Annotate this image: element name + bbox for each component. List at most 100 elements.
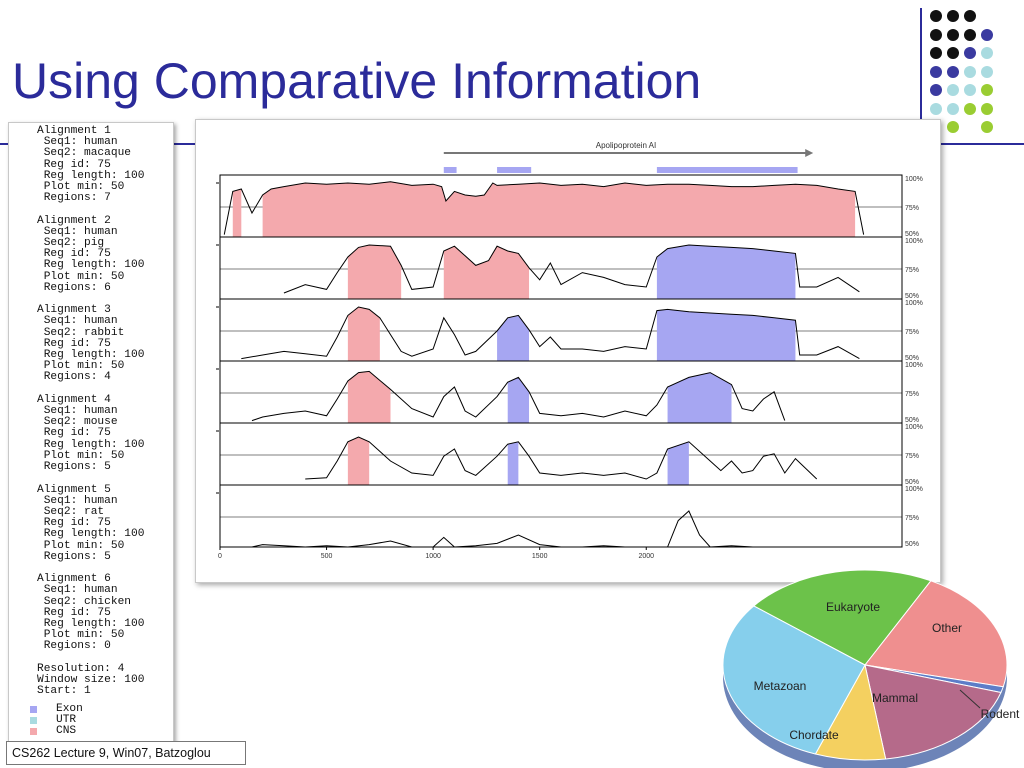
alignment-parameters-text: Alignment 1 Seq1: human Seq2: macaque Re…: [37, 125, 145, 698]
y-tick-label: 50%: [905, 541, 919, 548]
decorative-dot: [964, 65, 976, 78]
decorative-dot: [947, 102, 959, 115]
title-vertical-rule: [920, 8, 922, 120]
y-tick-label: 50%: [905, 479, 919, 486]
rodent-leader-line: [959, 689, 981, 709]
pie-slice: [864, 580, 1008, 688]
decorative-dot: [947, 28, 959, 41]
exon-marker: [497, 167, 532, 173]
y-tick-label: 50%: [905, 355, 919, 362]
pie-label: Mammal: [872, 691, 918, 705]
y-tick-label: 100%: [905, 424, 923, 431]
exon-conserved-region: [667, 441, 689, 485]
legend-item-cns: CNS: [28, 726, 168, 737]
pie-label: Eukaryote: [826, 600, 880, 614]
y-tick-label: 75%: [905, 515, 919, 522]
exon-conserved-region: [656, 245, 796, 299]
conservation-plot: Apolipoprotein AI100%75%50%100%75%50%100…: [216, 141, 923, 560]
y-tick-label: 100%: [905, 486, 923, 493]
y-tick-label: 100%: [905, 300, 923, 307]
decorative-dot: [947, 65, 959, 78]
decorative-dot: [930, 84, 942, 96]
exon-conserved-region: [667, 372, 732, 423]
decorative-dot: [964, 102, 976, 115]
decorative-dot: [930, 102, 942, 115]
cns-conserved-region: [262, 181, 856, 237]
decorative-dot-grid: [926, 8, 1022, 136]
conservation-line: [223, 181, 865, 235]
x-tick-label: 0: [218, 553, 222, 560]
y-tick-label: 50%: [905, 417, 919, 424]
conservation-line: [283, 244, 860, 294]
pie-label: Chordate: [789, 728, 839, 742]
y-tick-label: 100%: [905, 238, 923, 245]
decorative-dot: [981, 121, 993, 133]
y-tick-label: 75%: [905, 267, 919, 274]
decorative-dot: [981, 65, 993, 78]
y-tick-label: 75%: [905, 205, 919, 212]
pie-slice: [722, 605, 866, 755]
decorative-dot: [981, 102, 993, 115]
y-tick-label: 50%: [905, 231, 919, 238]
conservation-line: [251, 370, 786, 422]
decorative-dot: [964, 10, 976, 22]
decorative-dot: [947, 10, 959, 22]
exon-conserved-region: [507, 377, 530, 423]
decorative-dot: [981, 47, 993, 59]
exon-conserved-region: [497, 315, 530, 361]
decorative-dot: [964, 84, 976, 96]
cns-conserved-region: [347, 307, 380, 361]
decorative-dot: [947, 84, 959, 96]
exon-marker: [656, 167, 798, 173]
exon-conserved-region: [656, 309, 796, 361]
y-tick-label: 75%: [905, 453, 919, 460]
footer-box: CS262 Lecture 9, Win07, Batzoglou: [6, 741, 246, 765]
decorative-dot: [947, 47, 959, 59]
decorative-dot: [930, 47, 942, 59]
slide-title: Using Comparative Information: [12, 53, 702, 109]
legend-label: CNS: [56, 725, 77, 738]
gene-name-label: Apolipoprotein AI: [596, 141, 657, 150]
x-tick-label: 1500: [532, 553, 548, 560]
x-tick-label: 2000: [638, 553, 654, 560]
decorative-dot: [981, 28, 993, 41]
plot-row-frame: [219, 236, 903, 300]
legend-label: Exon: [56, 703, 83, 715]
exon-swatch: [30, 706, 37, 713]
gene-arrow-head: [805, 149, 814, 157]
region-legend: Exon UTR CNS: [28, 703, 168, 738]
x-tick-label: 1000: [425, 553, 441, 560]
cns-conserved-region: [347, 437, 370, 485]
cns-conserved-region: [347, 371, 391, 423]
alignment-parameters-panel: Alignment 1 Seq1: human Seq2: macaque Re…: [8, 122, 174, 744]
decorative-dot: [930, 65, 942, 78]
y-tick-label: 75%: [905, 391, 919, 398]
decorative-dot: [964, 47, 976, 59]
legend-item-utr: UTR: [28, 714, 168, 727]
plot-row-frame: [219, 484, 903, 548]
cns-swatch: [30, 728, 37, 736]
decorative-dot: [930, 28, 942, 41]
conservation-line: [241, 306, 860, 360]
utr-swatch: [30, 717, 37, 725]
decorative-dot: [981, 84, 993, 96]
pie-slice: [752, 569, 932, 666]
decorative-dot: [930, 10, 942, 22]
cns-conserved-region: [232, 189, 242, 237]
pie-label: Other: [932, 621, 962, 635]
conservation-line: [305, 436, 818, 480]
pie-slice: [864, 664, 1002, 760]
pie-label: Rodent: [981, 707, 1020, 721]
exon-conserved-region: [507, 441, 519, 485]
exon-marker: [443, 167, 457, 173]
pie-label: Metazoan: [754, 679, 807, 693]
plot-row-frame: [219, 360, 903, 424]
cns-conserved-region: [347, 245, 402, 299]
y-tick-label: 75%: [905, 329, 919, 336]
taxonomy-pie-chart: Eukaryote Other Rodent Mammal Chordate Metazo…: [722, 569, 1020, 768]
legend-item-exon: Exon: [28, 703, 168, 715]
y-tick-label: 50%: [905, 293, 919, 300]
conservation-plot-panel: Apolipoprotein AI 100% 75% 50% 100% 75% 50% 100…: [195, 119, 941, 583]
decorative-dot: [947, 121, 959, 133]
legend-label: UTR: [56, 714, 77, 727]
